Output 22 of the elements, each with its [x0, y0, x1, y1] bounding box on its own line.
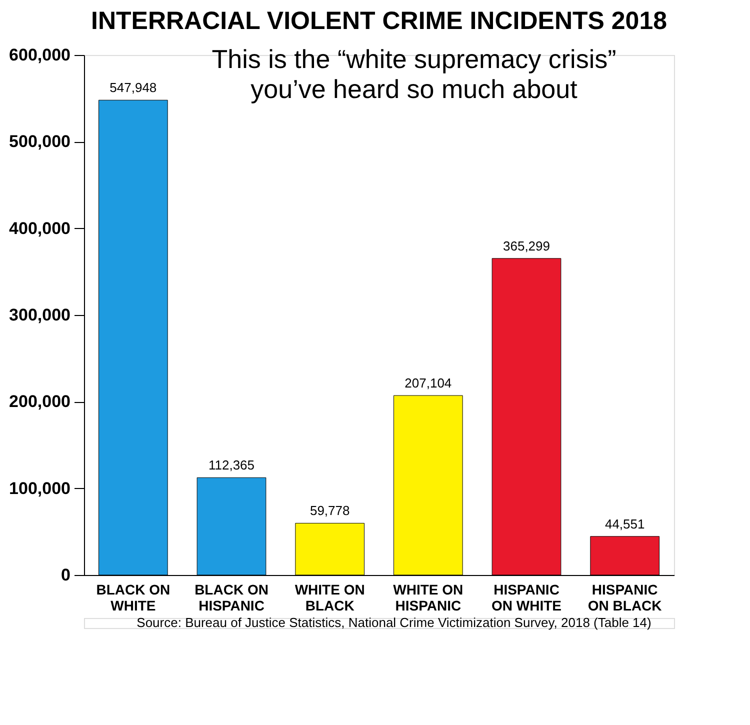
y-tick-label: 500,000: [9, 132, 70, 152]
chart-title: INTERRACIAL VIOLENT CRIME INCIDENTS 2018: [90, 7, 668, 35]
data-label: 59,778: [310, 503, 350, 518]
data-label: 44,551: [604, 516, 645, 532]
x-tick-label: BLACK ON HISPANIC: [194, 582, 268, 614]
data-label: 547,948: [110, 80, 157, 96]
annotation: This is the “white supremacy crisis” you’ve heard so much about: [212, 44, 616, 104]
y-tick-label: 100,000: [9, 478, 70, 498]
data-label: 112,365: [208, 458, 255, 473]
y-tick-label: 600,000: [9, 46, 70, 64]
x-tick-label: HISPANIC ON WHITE: [492, 582, 562, 614]
y-tick-label: 300,000: [9, 306, 70, 324]
x-tick-label: WHITE ON HISPANIC: [393, 582, 464, 614]
data-label: 365,299: [503, 238, 550, 254]
x-tick-label: WHITE ON BLACK: [294, 582, 365, 614]
x-tick-label: HISPANIC ON BLACK: [588, 582, 662, 614]
y-tick-label: 0: [61, 566, 70, 584]
y-tick-label: 200,000: [9, 392, 70, 412]
x-tick-label: BLACK ON WHITE: [96, 582, 170, 614]
source-note: Source: Bureau of Justice Statistics, National Crime Victimization Survey, 2018 (Table 14): [136, 615, 652, 630]
y-tick-label: 400,000: [9, 218, 70, 238]
data-label: 207,104: [404, 376, 452, 391]
